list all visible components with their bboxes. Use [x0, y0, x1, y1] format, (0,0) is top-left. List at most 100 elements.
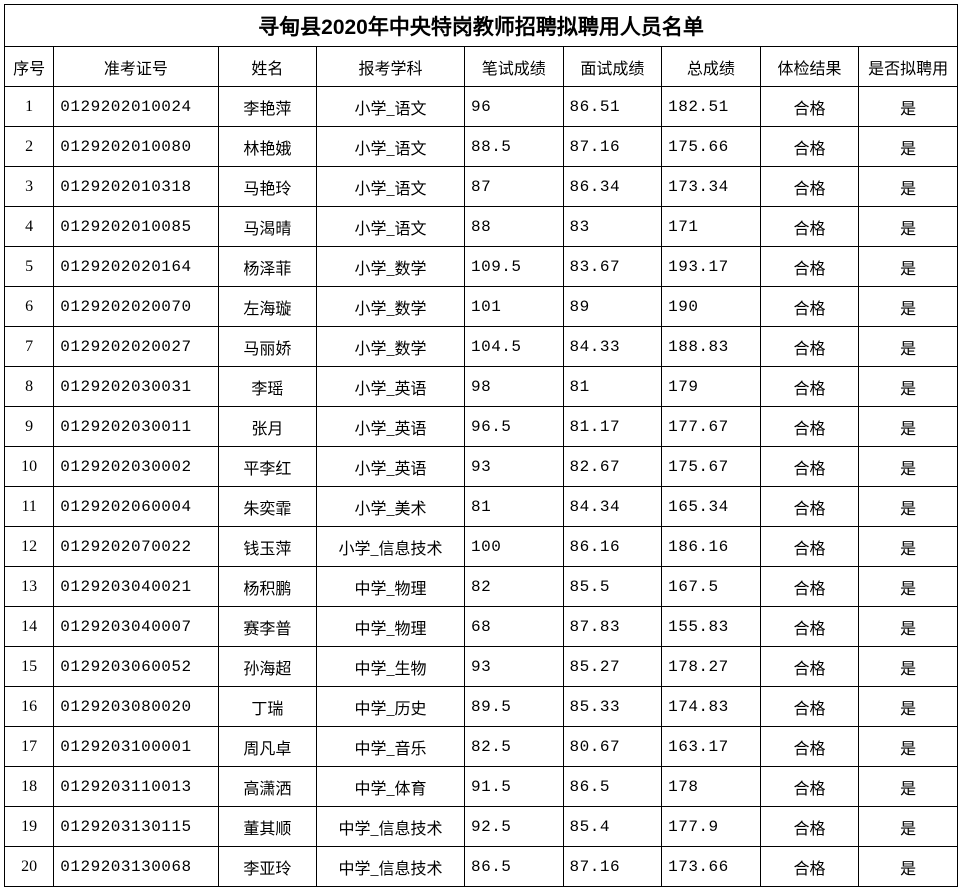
cell-interview: 85.33	[563, 687, 662, 727]
cell-hire: 是	[859, 287, 958, 327]
cell-total: 171	[662, 207, 761, 247]
cell-name: 高潇洒	[218, 767, 317, 807]
cell-total: 177.9	[662, 807, 761, 847]
cell-health: 合格	[760, 767, 859, 807]
cell-name: 林艳娥	[218, 127, 317, 167]
cell-subject: 小学_信息技术	[317, 527, 465, 567]
cell-total: 167.5	[662, 567, 761, 607]
cell-health: 合格	[760, 287, 859, 327]
cell-total: 165.34	[662, 487, 761, 527]
cell-seq: 15	[5, 647, 54, 687]
cell-examId: 0129202030011	[54, 407, 218, 447]
cell-seq: 10	[5, 447, 54, 487]
cell-seq: 5	[5, 247, 54, 287]
cell-interview: 86.16	[563, 527, 662, 567]
table-row: 160129203080020丁瑞中学_历史89.585.33174.83合格是	[5, 687, 958, 727]
cell-total: 186.16	[662, 527, 761, 567]
cell-name: 赛李普	[218, 607, 317, 647]
header-examid: 准考证号	[54, 47, 218, 87]
table-row: 140129203040007赛李普中学_物理6887.83155.83合格是	[5, 607, 958, 647]
cell-total: 193.17	[662, 247, 761, 287]
cell-seq: 16	[5, 687, 54, 727]
table-row: 170129203100001周凡卓中学_音乐82.580.67163.17合格…	[5, 727, 958, 767]
cell-written: 87	[464, 167, 563, 207]
cell-examId: 0129203060052	[54, 647, 218, 687]
cell-hire: 是	[859, 407, 958, 447]
cell-name: 左海璇	[218, 287, 317, 327]
cell-name: 李瑶	[218, 367, 317, 407]
cell-health: 合格	[760, 807, 859, 847]
title-row: 寻甸县2020年中央特岗教师招聘拟聘用人员名单	[5, 5, 958, 47]
cell-health: 合格	[760, 327, 859, 367]
cell-subject: 中学_生物	[317, 647, 465, 687]
cell-total: 155.83	[662, 607, 761, 647]
cell-health: 合格	[760, 87, 859, 127]
cell-examId: 0129202020027	[54, 327, 218, 367]
cell-examId: 0129202010080	[54, 127, 218, 167]
cell-hire: 是	[859, 607, 958, 647]
cell-written: 81	[464, 487, 563, 527]
cell-subject: 小学_英语	[317, 367, 465, 407]
cell-total: 177.67	[662, 407, 761, 447]
cell-total: 163.17	[662, 727, 761, 767]
table-row: 10129202010024李艳萍小学_语文9686.51182.51合格是	[5, 87, 958, 127]
cell-examId: 0129203040021	[54, 567, 218, 607]
cell-interview: 80.67	[563, 727, 662, 767]
table-row: 110129202060004朱奕霏小学_美术8184.34165.34合格是	[5, 487, 958, 527]
cell-hire: 是	[859, 527, 958, 567]
cell-name: 钱玉萍	[218, 527, 317, 567]
cell-subject: 小学_数学	[317, 327, 465, 367]
cell-examId: 0129202010024	[54, 87, 218, 127]
table-row: 40129202010085马渴晴小学_语文8883171合格是	[5, 207, 958, 247]
cell-interview: 85.5	[563, 567, 662, 607]
cell-name: 周凡卓	[218, 727, 317, 767]
cell-examId: 0129203040007	[54, 607, 218, 647]
cell-health: 合格	[760, 407, 859, 447]
cell-seq: 17	[5, 727, 54, 767]
cell-hire: 是	[859, 127, 958, 167]
cell-hire: 是	[859, 367, 958, 407]
cell-hire: 是	[859, 247, 958, 287]
cell-total: 175.66	[662, 127, 761, 167]
cell-name: 丁瑞	[218, 687, 317, 727]
cell-total: 173.34	[662, 167, 761, 207]
cell-examId: 0129203080020	[54, 687, 218, 727]
cell-interview: 87.16	[563, 127, 662, 167]
cell-name: 李艳萍	[218, 87, 317, 127]
cell-examId: 0129203130115	[54, 807, 218, 847]
table-body: 寻甸县2020年中央特岗教师招聘拟聘用人员名单 序号 准考证号 姓名 报考学科 …	[5, 5, 958, 887]
table-title: 寻甸县2020年中央特岗教师招聘拟聘用人员名单	[5, 5, 958, 47]
cell-health: 合格	[760, 527, 859, 567]
personnel-table: 寻甸县2020年中央特岗教师招聘拟聘用人员名单 序号 准考证号 姓名 报考学科 …	[4, 4, 958, 887]
cell-name: 马丽娇	[218, 327, 317, 367]
cell-interview: 83	[563, 207, 662, 247]
cell-seq: 18	[5, 767, 54, 807]
cell-seq: 7	[5, 327, 54, 367]
cell-seq: 11	[5, 487, 54, 527]
cell-hire: 是	[859, 207, 958, 247]
cell-written: 89.5	[464, 687, 563, 727]
cell-health: 合格	[760, 607, 859, 647]
cell-interview: 83.67	[563, 247, 662, 287]
header-written: 笔试成绩	[464, 47, 563, 87]
cell-subject: 小学_语文	[317, 207, 465, 247]
cell-written: 109.5	[464, 247, 563, 287]
cell-examId: 0129202070022	[54, 527, 218, 567]
cell-subject: 小学_美术	[317, 487, 465, 527]
table-row: 20129202010080林艳娥小学_语文88.587.16175.66合格是	[5, 127, 958, 167]
cell-examId: 0129202030002	[54, 447, 218, 487]
cell-interview: 81	[563, 367, 662, 407]
table-row: 120129202070022钱玉萍小学_信息技术10086.16186.16合…	[5, 527, 958, 567]
table-row: 130129203040021杨积鹏中学_物理8285.5167.5合格是	[5, 567, 958, 607]
cell-interview: 86.5	[563, 767, 662, 807]
cell-interview: 84.34	[563, 487, 662, 527]
table-row: 60129202020070左海璇小学_数学10189190合格是	[5, 287, 958, 327]
header-seq: 序号	[5, 47, 54, 87]
cell-subject: 小学_语文	[317, 127, 465, 167]
cell-subject: 中学_物理	[317, 567, 465, 607]
cell-subject: 中学_历史	[317, 687, 465, 727]
cell-interview: 85.27	[563, 647, 662, 687]
cell-written: 104.5	[464, 327, 563, 367]
cell-total: 175.67	[662, 447, 761, 487]
cell-interview: 87.83	[563, 607, 662, 647]
